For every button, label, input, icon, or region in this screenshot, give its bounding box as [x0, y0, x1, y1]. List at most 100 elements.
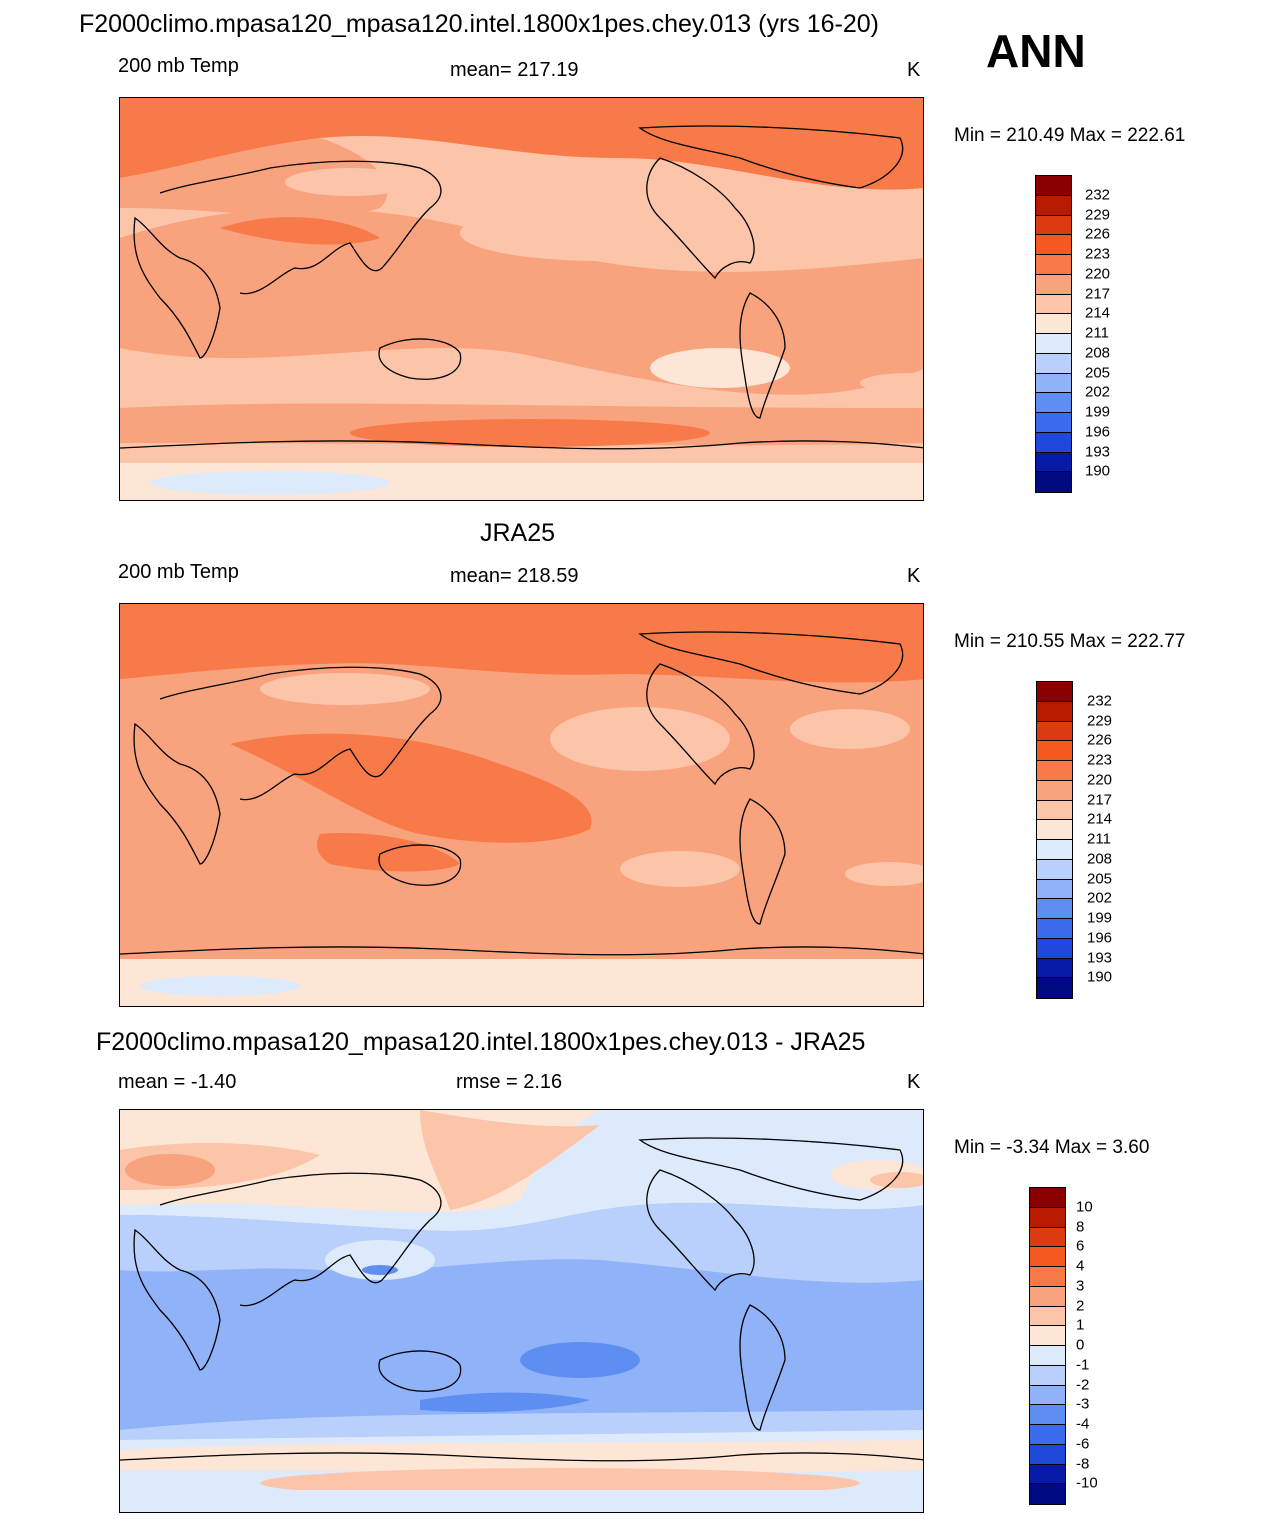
colorbar-tick-label: 229 — [1087, 712, 1113, 729]
colorbar-tick-label: 220 — [1085, 265, 1111, 283]
colorbar-swatch — [1030, 1188, 1065, 1208]
colorbar-swatch — [1036, 373, 1071, 394]
colorbar-swatch — [1030, 1425, 1065, 1445]
panel1-colorbar-labels: 232 229 226 223 220 217 214 211 208 205 202 199 196 1… — [1085, 175, 1125, 493]
colorbar-swatch — [1037, 879, 1072, 900]
colorbar-tick-label: -8 — [1076, 1455, 1090, 1472]
colorbar-swatch — [1036, 393, 1071, 413]
colorbar-swatch — [1030, 1267, 1065, 1287]
panel3-mean-label: mean = -1.40 — [118, 1071, 237, 1093]
panel2-mean-label: mean= 218.59 — [450, 565, 579, 587]
colorbar-tick-label: 199 — [1085, 403, 1111, 421]
colorbar-tick-label: -6 — [1076, 1435, 1090, 1453]
colorbar-tick-label: 3 — [1076, 1277, 1085, 1295]
colorbar-tick-label: 193 — [1085, 443, 1111, 460]
colorbar-swatch — [1037, 978, 1072, 998]
colorbar-tick-label: -10 — [1076, 1474, 1098, 1492]
colorbar-swatch — [1037, 859, 1072, 880]
colorbar-tick-label: 199 — [1087, 909, 1113, 927]
colorbar-tick-label: 211 — [1085, 324, 1109, 342]
colorbar-swatch — [1037, 761, 1072, 781]
colorbar-swatch — [1036, 353, 1071, 374]
panel3-minmax-label: Min = -3.34 Max = 3.60 — [954, 1137, 1150, 1158]
colorbar-tick-label: 220 — [1087, 771, 1113, 789]
colorbar-tick-label: 229 — [1085, 206, 1111, 223]
colorbar-swatch — [1030, 1306, 1065, 1327]
colorbar-tick-label: 193 — [1087, 949, 1113, 966]
colorbar-swatch — [1037, 682, 1072, 702]
panel3-units-label: K — [907, 1071, 921, 1093]
colorbar-tick-label: 190 — [1085, 462, 1111, 480]
colorbar-swatch — [1036, 274, 1071, 295]
panel2-units-label: K — [907, 565, 921, 587]
panel1-variable-label: 200 mb Temp — [118, 55, 239, 77]
colorbar-swatch — [1037, 958, 1072, 979]
panel1-contour-field — [120, 98, 923, 500]
colorbar-tick-label: 190 — [1087, 968, 1113, 986]
colorbar-swatch — [1030, 1346, 1065, 1366]
colorbar-swatch — [1030, 1444, 1065, 1465]
colorbar-swatch — [1030, 1207, 1065, 1228]
panel1-mean-label: mean= 217.19 — [450, 59, 579, 81]
colorbar-tick-label: -4 — [1076, 1415, 1090, 1433]
season-label: ANN — [986, 25, 1086, 77]
colorbar-tick-label: 232 — [1087, 692, 1113, 710]
colorbar-tick-label: 8 — [1076, 1218, 1085, 1235]
colorbar-swatch — [1036, 255, 1071, 275]
colorbar-swatch — [1036, 334, 1071, 354]
panel3-rmse-label: rmse = 2.16 — [456, 1071, 563, 1093]
panel2-colorbar — [1036, 681, 1073, 999]
colorbar-swatch — [1037, 780, 1072, 801]
colorbar-swatch — [1030, 1365, 1065, 1386]
colorbar-tick-label: 4 — [1076, 1257, 1085, 1275]
colorbar-tick-label: 217 — [1085, 285, 1111, 302]
colorbar-swatch — [1037, 899, 1072, 919]
colorbar-tick-label: 6 — [1076, 1237, 1085, 1255]
colorbar-tick-label: 214 — [1087, 810, 1113, 828]
panel3-title: F2000climo.mpasa120_mpasa120.intel.1800x… — [96, 1028, 866, 1056]
colorbar-swatch — [1037, 741, 1072, 761]
colorbar-tick-label: 196 — [1087, 929, 1113, 947]
colorbar-swatch — [1030, 1405, 1065, 1425]
colorbar-swatch — [1030, 1227, 1065, 1248]
panel3-colorbar-labels: 10 8 6 4 3 2 1 0 -1 -2 -3 -4 -6 -8 -10 — [1076, 1187, 1116, 1505]
colorbar-tick-label: 202 — [1087, 889, 1113, 907]
colorbar-tick-label: 214 — [1085, 304, 1111, 322]
panel2-minmax-label: Min = 210.55 Max = 222.77 — [954, 631, 1186, 652]
colorbar-tick-label: 211 — [1087, 830, 1111, 848]
colorbar-tick-label: 217 — [1087, 791, 1113, 808]
colorbar-tick-label: 208 — [1085, 344, 1111, 362]
colorbar-swatch — [1036, 472, 1071, 492]
colorbar-tick-label: 223 — [1087, 751, 1113, 769]
colorbar-tick-label: 223 — [1085, 245, 1111, 263]
colorbar-swatch — [1037, 919, 1072, 939]
colorbar-swatch — [1037, 800, 1072, 821]
panel3-map — [119, 1109, 924, 1513]
colorbar-tick-label: 196 — [1085, 423, 1111, 441]
colorbar-tick-label: 2 — [1076, 1297, 1085, 1314]
colorbar-tick-label: -2 — [1076, 1376, 1090, 1393]
colorbar-swatch — [1036, 215, 1071, 236]
colorbar-swatch — [1030, 1247, 1065, 1267]
panel1-colorbar — [1035, 175, 1072, 493]
colorbar-tick-label: 208 — [1087, 850, 1113, 868]
panel3-contour-field — [120, 1110, 923, 1512]
panel1-map — [119, 97, 924, 501]
colorbar-swatch — [1036, 235, 1071, 255]
colorbar-tick-label: 226 — [1085, 225, 1111, 243]
colorbar-tick-label: 10 — [1076, 1198, 1093, 1216]
colorbar-tick-label: -1 — [1076, 1356, 1090, 1374]
panel2-title: JRA25 — [480, 519, 556, 547]
panel1-units-label: K — [907, 59, 921, 81]
colorbar-swatch — [1036, 294, 1071, 315]
colorbar-swatch — [1037, 840, 1072, 860]
colorbar-swatch — [1030, 1464, 1065, 1485]
panel2-map — [119, 603, 924, 1007]
colorbar-swatch — [1030, 1484, 1065, 1504]
colorbar-swatch — [1030, 1385, 1065, 1406]
colorbar-tick-label: 226 — [1087, 731, 1113, 749]
colorbar-swatch — [1036, 314, 1071, 334]
colorbar-swatch — [1036, 413, 1071, 433]
colorbar-tick-label: 1 — [1076, 1316, 1085, 1334]
panel1-minmax-label: Min = 210.49 Max = 222.61 — [954, 125, 1186, 146]
